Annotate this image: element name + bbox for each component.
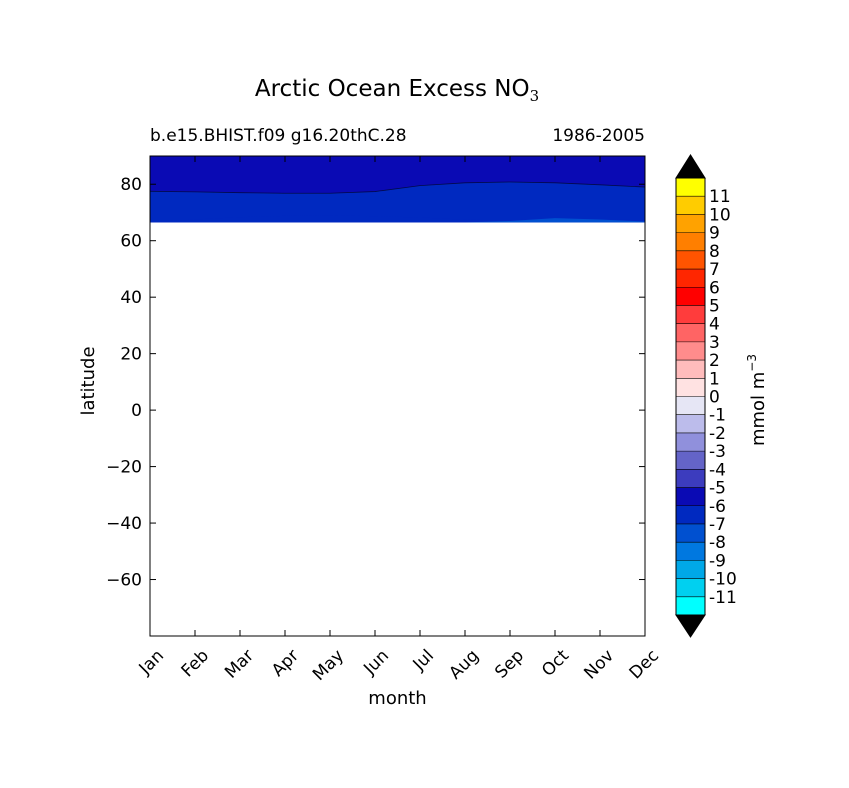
- colorbar-tick-label: 3: [709, 333, 720, 353]
- x-tick-label: Oct: [538, 646, 573, 681]
- colorbar-tick-label: 6: [709, 278, 720, 298]
- colorbar-swatch: [676, 305, 705, 324]
- colorbar-swatch: [676, 378, 705, 397]
- contour-band-neg8: [150, 218, 645, 223]
- colorbar-swatch: [676, 560, 705, 579]
- x-tick-label: Sep: [491, 646, 528, 683]
- colorbar-swatch: [676, 487, 705, 507]
- y-tick-label: 20: [120, 345, 142, 365]
- colorbar-swatch: [676, 287, 705, 306]
- colorbar-tick-label: -9: [709, 551, 726, 571]
- contour-line-neg6: [149, 181, 646, 194]
- colorbar-tick-label: -8: [709, 533, 726, 553]
- colorbar: 11109876543210-1-2-3-4-5-6-7-8-9-10-11mm…: [675, 154, 769, 638]
- colorbar-swatch: [676, 432, 705, 452]
- y-tick-label: −20: [106, 458, 142, 478]
- colorbar-label-unit: mmol m: [748, 372, 769, 446]
- colorbar-swatch: [676, 341, 705, 361]
- colorbar-tick-label: -10: [709, 570, 737, 590]
- colorbar-label: mmol m−3: [745, 354, 769, 446]
- colorbar-swatch: [676, 196, 705, 215]
- colorbar-extend-min: [675, 614, 706, 638]
- colorbar-tick-label: 5: [709, 296, 720, 316]
- contour-band-neg7-upper: [150, 181, 645, 223]
- colorbar-tick-label: 2: [709, 351, 720, 371]
- colorbar-tick-label: 9: [709, 224, 720, 244]
- x-axis-label: month: [368, 688, 426, 709]
- y-tick-label: 60: [120, 232, 142, 252]
- colorbar-swatch: [676, 360, 705, 379]
- chart-title: Arctic Ocean Excess NO3: [0, 76, 794, 105]
- colorbar-swatch: [676, 523, 705, 543]
- y-axis-label: latitude: [78, 346, 99, 415]
- y-tick-label: −60: [106, 571, 142, 591]
- colorbar-swatch: [676, 542, 705, 561]
- x-tick-label: Nov: [580, 646, 618, 684]
- colorbar-tick-label: 7: [709, 260, 720, 280]
- colorbar-tick-label: 4: [709, 315, 720, 335]
- colorbar-tick-label: -7: [709, 515, 726, 535]
- colorbar-swatch: [676, 578, 705, 598]
- colorbar-tick-label: 8: [709, 242, 720, 262]
- plot-area: [149, 156, 646, 223]
- x-tick-label: Dec: [626, 646, 663, 683]
- axes: Jan Feb Mar Apr May Jun Jul Aug Sep Oct Nov Dec −60 −…: [78, 155, 663, 709]
- x-tick-label: Aug: [445, 646, 483, 684]
- y-tick-label: 40: [120, 288, 142, 308]
- x-tick-label: Feb: [178, 646, 213, 681]
- colorbar-tick-label: -5: [709, 479, 726, 499]
- colorbar-tick-label: 11: [709, 187, 731, 207]
- colorbar-tick-label: -4: [709, 460, 726, 480]
- chart-title-text: Arctic Ocean Excess NO: [254, 76, 530, 102]
- colorbar-swatch: [676, 214, 705, 233]
- plot-frame: [149, 155, 646, 637]
- colorbar-swatch: [676, 596, 705, 616]
- x-tick-label: Mar: [221, 646, 258, 683]
- colorbar-swatch: [676, 505, 705, 525]
- year-range-subtitle: 1986-2005: [552, 126, 645, 146]
- colorbar-tick-label: 1: [709, 369, 720, 389]
- colorbar-tick-label: -11: [709, 588, 737, 608]
- colorbar-tick-label: -6: [709, 497, 726, 517]
- x-tick-label: Jun: [359, 646, 393, 680]
- chart-title-subscript: 3: [529, 87, 540, 105]
- colorbar-tick-label: -2: [709, 424, 726, 444]
- colorbar-extend-max: [675, 154, 706, 179]
- x-tick-label: Apr: [268, 646, 303, 681]
- colorbar-swatch: [676, 178, 705, 197]
- colorbar-swatch: [676, 414, 705, 434]
- y-tick-label: 80: [120, 175, 142, 195]
- y-tick-label: −40: [106, 514, 142, 534]
- colorbar-swatch: [676, 250, 705, 270]
- colorbar-tick-label: 0: [709, 388, 720, 408]
- colorbar-swatch: [676, 269, 705, 288]
- y-tick-label: 0: [131, 401, 142, 421]
- case-name-subtitle: b.e15.BHIST.f09 g16.20thC.28: [150, 126, 407, 146]
- colorbar-tick-label: -3: [709, 442, 726, 462]
- colorbar-swatch: [676, 323, 705, 343]
- colorbar-swatch: [676, 232, 705, 252]
- x-tick-label: May: [309, 646, 348, 685]
- colorbar-swatch: [676, 469, 705, 488]
- colorbar-swatch: [676, 451, 705, 470]
- colorbar-swatch: [676, 396, 705, 416]
- colorbar-tick-label: 10: [709, 205, 731, 225]
- colorbar-label-exponent: −3: [745, 354, 759, 372]
- x-tick-label: Jan: [135, 646, 168, 679]
- colorbar-tick-label: -1: [709, 406, 726, 426]
- x-tick-label: Jul: [409, 646, 438, 675]
